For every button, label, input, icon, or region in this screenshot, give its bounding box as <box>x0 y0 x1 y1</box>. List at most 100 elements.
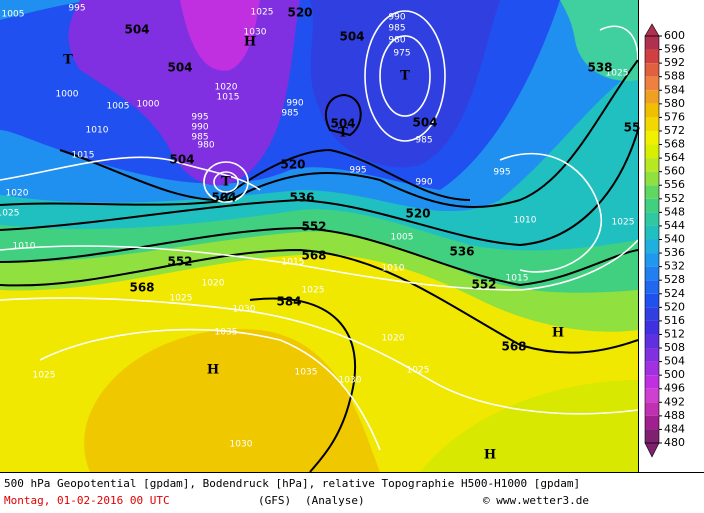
colorbar-swatch <box>645 212 659 226</box>
colorbar-swatch <box>645 429 659 443</box>
colorbar-swatch <box>645 198 659 213</box>
isobar-label: 990 <box>415 178 432 188</box>
isobar-label: 980 <box>388 36 405 46</box>
colorbar-swatch <box>645 320 659 335</box>
colorbar-swatch <box>645 36 659 50</box>
colorbar-swatch <box>645 348 659 362</box>
geopotential-label: 504 <box>339 30 364 44</box>
colorbar-swatch <box>645 225 659 240</box>
isobar-label: 1020 <box>202 279 225 289</box>
colorbar-tick-label: 548 <box>664 205 685 218</box>
isobar-label: 1020 <box>215 83 238 93</box>
pressure-system-marker: T <box>63 53 73 68</box>
isobar-label: 990 <box>191 123 208 133</box>
isobar-label: 1030 <box>233 305 256 315</box>
footer-description: 500 hPa Geopotential [gpdam], Bodendruck… <box>4 477 580 490</box>
isobar-label: 1010 <box>86 126 109 136</box>
isobar-label: 1005 <box>391 233 414 243</box>
colorbar-swatch <box>645 293 659 308</box>
isobars <box>0 10 639 451</box>
geopotential-label: 504 <box>330 117 355 131</box>
isobar-label: 980 <box>197 141 214 151</box>
isobar-label: 995 <box>68 4 85 14</box>
colorbar-swatch <box>645 49 659 64</box>
isobar-label: 1010 <box>13 242 36 252</box>
isobar-label: 1025 <box>170 294 193 304</box>
isobar-label: 985 <box>388 24 405 34</box>
colorbar-swatch <box>645 415 659 430</box>
isobar-label: 1025 <box>33 371 56 381</box>
colorbar-swatch <box>645 158 659 172</box>
colorbar-tick-label: 576 <box>664 110 685 123</box>
colorbar-tick-label: 512 <box>664 327 685 340</box>
colorbar-swatch <box>645 239 659 254</box>
geopotential-label: 504 <box>169 153 194 167</box>
isobar-label: 1025 <box>251 8 274 18</box>
colorbar-tick-label: 480 <box>664 436 685 449</box>
isobar-label: 1025 <box>407 366 430 376</box>
colorbar-swatch <box>645 375 659 389</box>
colorbar-swatch <box>645 334 659 349</box>
isobar-label: 1025 <box>606 69 629 79</box>
colorbar-tick-label: 540 <box>664 233 685 246</box>
colorbar-swatch <box>645 307 659 321</box>
geopotential-label: 552 <box>167 255 192 269</box>
isobar-label: 1035 <box>295 368 318 378</box>
geopotential-label: 504 <box>167 61 192 75</box>
pressure-system-marker: H <box>552 326 564 341</box>
colorbar-swatch <box>645 266 659 281</box>
colorbar-tick-label: 556 <box>664 178 685 191</box>
isobar-label: 1025 <box>0 209 19 219</box>
geopotential-label: 568 <box>301 249 326 263</box>
colorbar-swatch <box>645 90 659 104</box>
geopotential-label: 584 <box>276 295 301 309</box>
colorbar-swatch <box>645 103 659 118</box>
colorbar-tick-label: 560 <box>664 165 685 178</box>
pressure-system-marker: T <box>338 126 348 141</box>
colorbar-swatch <box>645 130 659 145</box>
isobar-label: 1035 <box>215 328 238 338</box>
footer-mode: (Analyse) <box>305 494 365 507</box>
isobar-label: 1015 <box>506 274 529 284</box>
isobar-label: 1000 <box>56 90 79 100</box>
colorbar-swatch <box>645 253 659 267</box>
colorbar-tick-label: 528 <box>664 273 685 286</box>
colorbar-tick-label: 520 <box>664 300 685 313</box>
isobar-label: 995 <box>191 113 208 123</box>
colorbar-tick-label: 600 <box>664 29 685 42</box>
isobar-label: 995 <box>493 168 510 178</box>
isobar-label: 1010 <box>514 216 537 226</box>
field-magenta <box>180 0 260 71</box>
geopotential-label: 538 <box>587 61 612 75</box>
map <box>0 0 639 473</box>
field-yellowgreen <box>420 380 638 472</box>
pressure-system-marker: T <box>400 69 410 84</box>
colorbar-tick-label: 532 <box>664 260 685 273</box>
isobar-label: 1020 <box>382 334 405 344</box>
colorbar-tick-label: 564 <box>664 151 685 164</box>
isobar-label: 1030 <box>244 28 267 38</box>
isobar-label: 1020 <box>6 189 29 199</box>
geopotential-label: 520 <box>280 158 305 172</box>
colorbar-tick-label: 516 <box>664 314 685 327</box>
field-orange <box>84 329 381 472</box>
colorbar-tick-label: 492 <box>664 395 685 408</box>
isobar-label: 990 <box>388 13 405 23</box>
footer-credit: © www.wetter3.de <box>483 494 589 507</box>
colorbar-tick-label: 572 <box>664 124 685 137</box>
isobar-label: 995 <box>349 166 366 176</box>
isobar-label: 1000 <box>137 100 160 110</box>
geopotential-label: 504 <box>211 191 236 205</box>
geopotential-label: 520 <box>287 6 312 20</box>
colorbar-tick-label: 568 <box>664 138 685 151</box>
colorbar-tick-label: 596 <box>664 43 685 56</box>
colorbar: 6005965925885845805765725685645605565525… <box>644 23 685 458</box>
colorbar-tick-label: 588 <box>664 70 685 83</box>
colorbar-swatch <box>645 144 659 159</box>
geopotential-label: 536 <box>449 245 474 259</box>
geopotential-label: 504 <box>124 23 149 37</box>
field-teal <box>560 0 638 81</box>
isobar-label: 985 <box>415 136 432 146</box>
colorbar-tick-label: 496 <box>664 382 685 395</box>
isobar-label: 1025 <box>612 218 635 228</box>
